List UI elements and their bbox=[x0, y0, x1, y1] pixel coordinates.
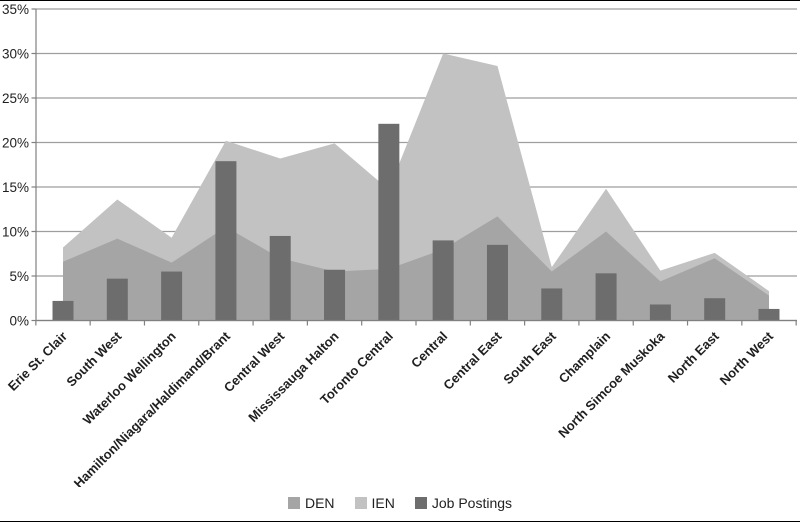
x-category-label: North East bbox=[665, 328, 723, 386]
chart-legend: DEN IEN Job Postings bbox=[0, 490, 800, 516]
job-postings-bar bbox=[52, 300, 74, 321]
job-postings-bar bbox=[541, 288, 563, 321]
x-category-label: South East bbox=[500, 328, 559, 387]
y-tick-label: 5% bbox=[9, 269, 29, 284]
x-category-label: North Simcoe Muskoka bbox=[555, 328, 668, 441]
job-postings-bar bbox=[161, 271, 183, 321]
x-category-label: Champlain bbox=[556, 328, 614, 386]
x-category-label: Central bbox=[408, 329, 450, 371]
y-tick-label: 20% bbox=[2, 136, 29, 151]
job-postings-bar bbox=[378, 123, 400, 321]
y-tick-label: 10% bbox=[2, 225, 29, 240]
job-postings-bar bbox=[758, 308, 780, 321]
y-tick-label: 25% bbox=[2, 91, 29, 106]
job-postings-bar bbox=[432, 240, 454, 321]
legend-item-job-postings: Job Postings bbox=[414, 495, 513, 511]
den-area bbox=[63, 216, 769, 321]
y-tick-label: 30% bbox=[2, 47, 29, 62]
x-category-label: Central East bbox=[440, 328, 505, 393]
y-tick-label: 0% bbox=[9, 314, 29, 329]
job-postings-bar bbox=[215, 161, 237, 321]
x-category-label: Erie St. Clair bbox=[5, 329, 70, 394]
job-postings-bar bbox=[106, 278, 128, 321]
legend-item-den: DEN bbox=[287, 495, 335, 511]
job-postings-bar bbox=[649, 304, 671, 321]
job-postings-bar bbox=[704, 298, 726, 321]
job-postings-swatch bbox=[414, 497, 427, 509]
x-category-label: Mississauga Halton bbox=[245, 328, 341, 424]
y-tick-label: 35% bbox=[2, 2, 29, 17]
job-postings-bar bbox=[595, 273, 617, 321]
job-postings-bar bbox=[324, 269, 346, 321]
area-bar-chart: 0% 5% 10% 15% 20% 25% 30% 35% Erie St. Clair Sout… bbox=[2, 2, 797, 487]
den-legend-label: DEN bbox=[304, 495, 335, 511]
legend-item-ien: IEN bbox=[354, 495, 395, 511]
job-postings-legend-label: Job Postings bbox=[431, 495, 513, 511]
x-category-label: North West bbox=[717, 328, 777, 388]
y-tick-label: 15% bbox=[2, 180, 29, 195]
x-category-label: Waterloo Wellington bbox=[80, 328, 179, 427]
job-postings-bar bbox=[269, 235, 291, 321]
ien-legend-label: IEN bbox=[371, 495, 395, 511]
den-swatch bbox=[287, 497, 300, 509]
job-postings-bar bbox=[486, 244, 508, 321]
ien-swatch bbox=[354, 497, 367, 509]
